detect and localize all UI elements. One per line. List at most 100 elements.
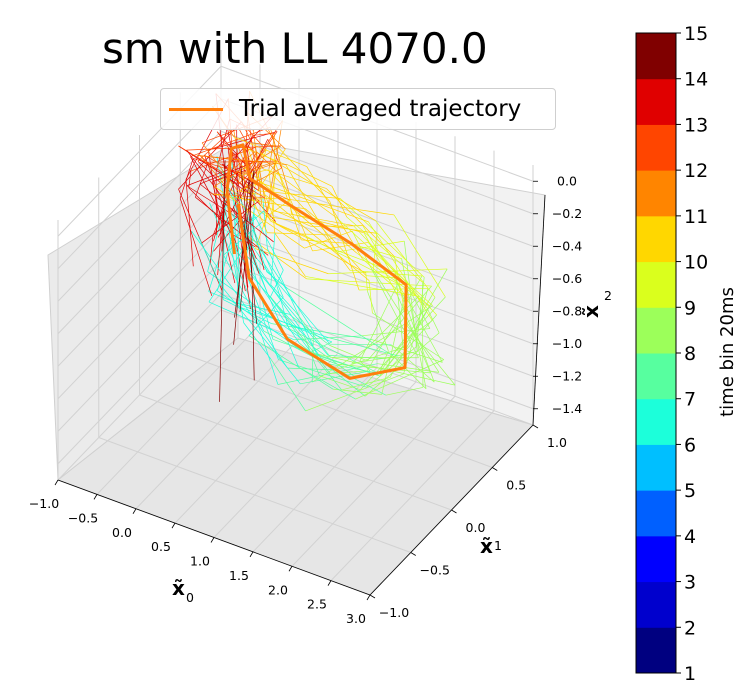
- trial-segment: [197, 155, 288, 166]
- grid-z: [57, 163, 534, 335]
- trial-segment: [267, 293, 310, 351]
- trial-segment: [269, 127, 289, 192]
- trial-segment: [209, 235, 214, 264]
- legend-label: Trial averaged trajectory: [239, 96, 522, 122]
- trial-segment: [258, 269, 322, 359]
- trial-segment: [370, 268, 419, 358]
- trial-segment: [267, 248, 321, 363]
- x-tick-label: 3.0: [346, 611, 366, 626]
- trial-segment: [277, 363, 378, 385]
- trial-segment: [280, 197, 395, 216]
- trial-segment: [351, 296, 419, 364]
- trial-segment: [207, 271, 300, 338]
- trial-segment: [219, 160, 226, 402]
- trial-segment: [403, 297, 436, 348]
- trial-segment: [304, 235, 399, 284]
- trial-segment: [232, 165, 256, 197]
- trial-segment: [287, 367, 336, 371]
- colorbar-tick-label: 5: [684, 480, 696, 502]
- trial-segment: [200, 155, 226, 186]
- colorbar-tick-label: 13: [684, 114, 708, 136]
- trial-segment: [249, 169, 255, 381]
- trial-segment: [237, 160, 264, 202]
- trial-segment: [391, 344, 435, 383]
- trial-segment: [305, 373, 404, 412]
- chart-title: sm with LL 4070.0: [102, 24, 488, 73]
- colorbar-tick-label: 7: [684, 389, 696, 411]
- trial-segment: [326, 188, 395, 257]
- x-tick-mark: [93, 494, 98, 500]
- x-tick-mark: [366, 594, 371, 601]
- trial-segment: [270, 232, 276, 285]
- trial-segment: [199, 161, 255, 185]
- y-axis-label-sub: 1: [494, 538, 502, 553]
- colorbar-tick-label: 11: [684, 206, 708, 228]
- trial-segment: [275, 163, 302, 240]
- trial-segment: [233, 169, 251, 345]
- trial-segment: [238, 303, 290, 315]
- z-tick-label: −1.4: [552, 401, 582, 416]
- trial-segment: [298, 366, 356, 400]
- grid-z: [57, 195, 534, 367]
- x-tick-label: −0.5: [68, 510, 98, 525]
- trial-segment: [362, 225, 413, 309]
- trial-segment: [320, 357, 338, 365]
- trial-segment: [360, 328, 430, 337]
- trial-segment: [195, 162, 209, 198]
- trial-segment: [252, 228, 268, 272]
- trial-segment: [372, 233, 378, 271]
- x-tick-mark: [288, 566, 293, 572]
- x-tick-label: 0.5: [151, 539, 171, 554]
- trial-segment: [365, 273, 368, 292]
- trial-segment: [255, 248, 329, 275]
- trial-segment: [242, 302, 288, 369]
- trial-segment: [319, 375, 361, 391]
- trial-segment: [188, 170, 192, 188]
- x-tick-label: −1.0: [29, 496, 59, 511]
- legend: Trial averaged trajectory: [160, 88, 556, 130]
- trial-segment: [346, 216, 423, 283]
- z-tick-label: −1.0: [552, 336, 582, 351]
- grid-z: [57, 65, 534, 237]
- x-tick-label: 1.5: [229, 568, 249, 583]
- trial-segment: [264, 120, 283, 227]
- trial-segment: [377, 363, 439, 373]
- trial-segment: [275, 172, 337, 218]
- trial-segment: [331, 186, 348, 218]
- trial-segment: [393, 214, 446, 298]
- trial-segment: [293, 335, 361, 341]
- trial-segment: [197, 235, 221, 285]
- colorbar-segment: [636, 581, 676, 628]
- trial-segment: [311, 338, 383, 383]
- grid-y: [179, 92, 493, 468]
- trial-segment: [275, 281, 290, 329]
- trial-segment: [371, 339, 443, 363]
- colorbar-segment: [636, 215, 676, 263]
- z-tick-label: −1.2: [552, 368, 582, 383]
- x-tick-mark: [171, 522, 176, 529]
- colorbar-segment: [636, 124, 676, 171]
- trial-segment: [252, 212, 284, 271]
- trial-segment: [245, 143, 277, 225]
- trial-segment: [270, 284, 296, 312]
- y-tick-mark: [369, 594, 376, 599]
- trial-segment: [341, 377, 391, 391]
- trial-segment: [216, 156, 244, 323]
- trial-segment: [274, 232, 306, 277]
- trial-segment: [349, 269, 423, 277]
- trial-segment: [208, 149, 223, 245]
- trial-segment: [190, 156, 232, 235]
- trial-segment: [266, 195, 370, 281]
- colorbar-tick-label: 4: [684, 526, 696, 548]
- x-tick-label: 2.5: [307, 597, 327, 612]
- trial-segment: [264, 173, 277, 227]
- trial-segment: [368, 221, 433, 321]
- trial-segment: [237, 201, 241, 308]
- trial-segment: [381, 296, 405, 395]
- trial-segment: [244, 268, 279, 360]
- trial-segment: [197, 161, 238, 200]
- trial-segment: [337, 363, 431, 374]
- trial-segment: [378, 350, 389, 374]
- trial-segment: [358, 287, 428, 291]
- trial-segment: [276, 146, 331, 202]
